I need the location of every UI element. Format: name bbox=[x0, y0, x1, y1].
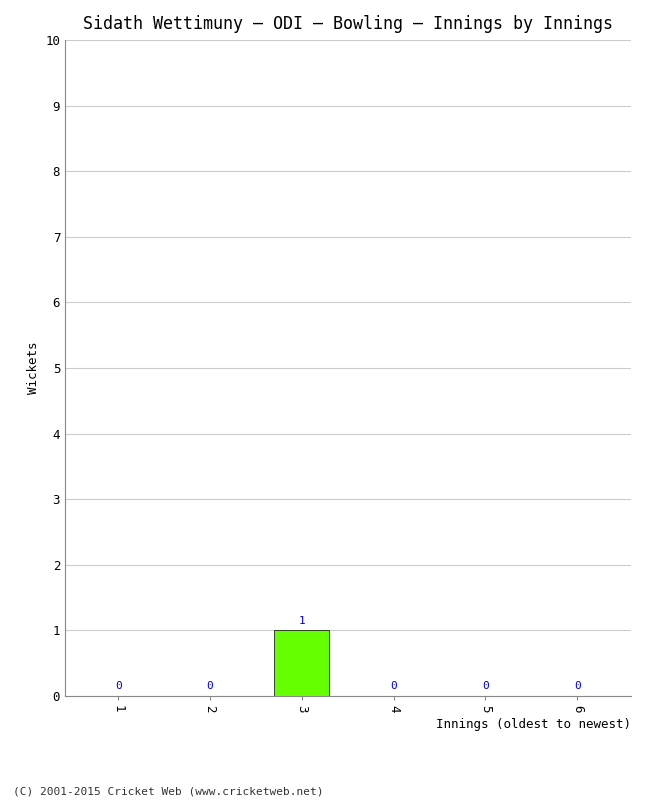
Title: Sidath Wettimuny – ODI – Bowling – Innings by Innings: Sidath Wettimuny – ODI – Bowling – Innin… bbox=[83, 15, 613, 33]
Text: 0: 0 bbox=[207, 681, 213, 690]
Text: 0: 0 bbox=[115, 681, 122, 690]
X-axis label: Innings (oldest to newest): Innings (oldest to newest) bbox=[436, 718, 630, 731]
Bar bbox=[274, 630, 330, 696]
Text: 1: 1 bbox=[298, 617, 306, 626]
Y-axis label: Wickets: Wickets bbox=[27, 342, 40, 394]
Text: 0: 0 bbox=[482, 681, 489, 690]
Text: 0: 0 bbox=[574, 681, 580, 690]
Text: 0: 0 bbox=[390, 681, 397, 690]
Text: (C) 2001-2015 Cricket Web (www.cricketweb.net): (C) 2001-2015 Cricket Web (www.cricketwe… bbox=[13, 786, 324, 796]
